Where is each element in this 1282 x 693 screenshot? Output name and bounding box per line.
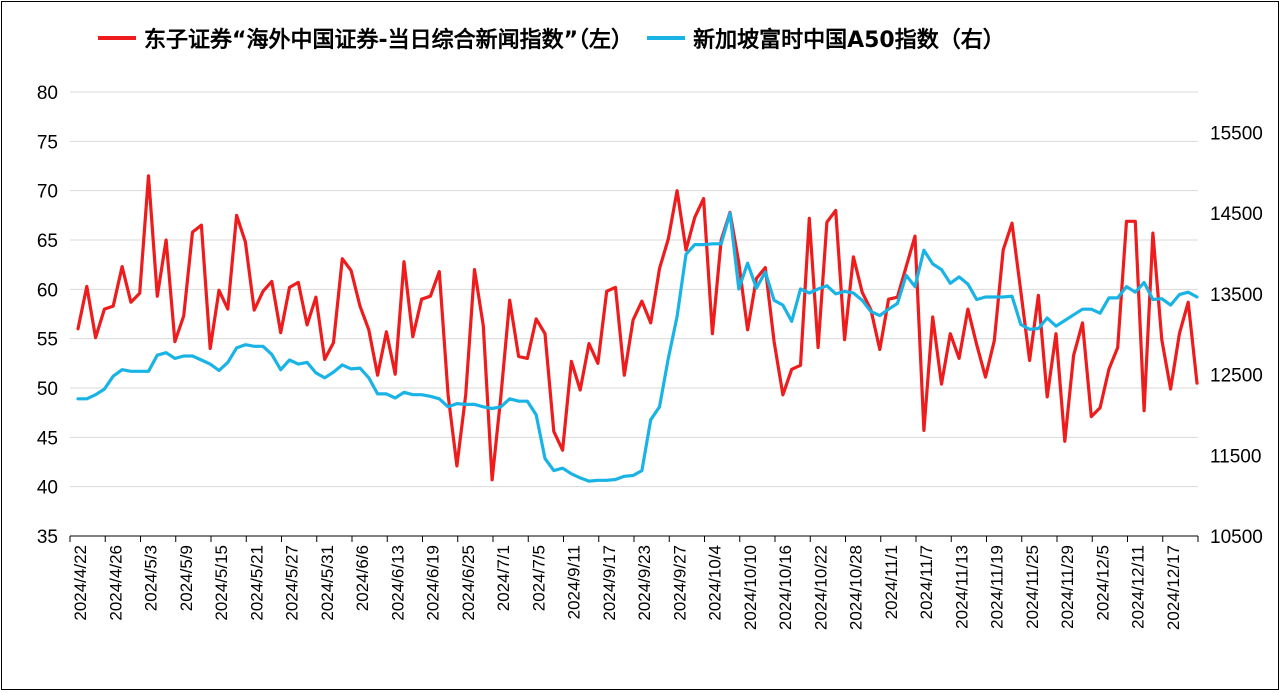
x-tick-label: 2024/5/3 (142, 545, 161, 611)
right-y-tick-label: 15500 (1210, 123, 1263, 144)
x-tick-label: 2024/9/27 (670, 545, 689, 621)
right-y-tick-label: 14500 (1210, 204, 1263, 225)
x-tick-label: 2024/5/21 (247, 545, 266, 621)
right-y-tick-label: 13500 (1210, 285, 1263, 306)
right-y-axis: 15500 14500 13500 12500 11500 10500 (1210, 123, 1263, 548)
left-y-tick-label: 80 (37, 83, 58, 104)
x-tick-label: 2024/7/1 (494, 545, 513, 611)
x-tick-label: 2024/11/13 (952, 545, 971, 629)
left-y-tick-label: 40 (37, 478, 58, 499)
legend-label-a50-index: 新加坡富时中国A50指数（右） (693, 28, 1005, 53)
legend-swatch-a50-index (647, 36, 686, 40)
legend-item-news-index: 东子证券“海外中国证券-当日综合新闻指数”（左） (98, 22, 633, 54)
x-tick-label: 2024/4/22 (71, 545, 90, 621)
x-tick-label: 2024/10/28 (847, 545, 866, 630)
left-y-tick-label: 70 (37, 182, 58, 203)
x-tick-label: 2024/6/19 (424, 545, 443, 621)
x-tick-label: 2024/12/17 (1164, 545, 1183, 630)
x-tick-label: 2024/5/27 (283, 545, 302, 621)
x-tick-label: 2024/5/31 (318, 545, 337, 621)
x-axis: 2024/4/22 2024/4/26 2024/5/3 2024/5/9 2024/5… (69, 535, 1199, 630)
x-tick-label: 2024/11/7 (917, 545, 936, 619)
x-tick-label: 2024/10/10 (741, 545, 760, 630)
series-line-a50-index (76, 211, 1199, 483)
x-tick-label: 2024/9/17 (600, 545, 619, 621)
legend-item-a50-index: 新加坡富时中国A50指数（右） (647, 22, 1005, 54)
x-tick-label: 2024/5/15 (212, 545, 231, 621)
x-tick-label: 2024/9/11 (565, 545, 584, 619)
legend: 东子证券“海外中国证券-当日综合新闻指数”（左） 新加坡富时中国A50指数（右） (98, 18, 1005, 58)
x-tick-label: 2024/11/29 (1058, 545, 1077, 629)
left-y-axis: 80 75 70 65 60 55 50 45 40 35 (37, 83, 58, 548)
x-tick-label: 2024/6/25 (459, 545, 478, 621)
x-tick-label: 2024/5/9 (177, 545, 196, 611)
left-y-tick-label: 50 (37, 379, 58, 400)
left-y-tick-label: 45 (37, 428, 58, 449)
x-tick-label: 2024/11/25 (1023, 545, 1042, 629)
x-tick-label: 2024/12/5 (1093, 545, 1112, 621)
right-y-tick-label: 10500 (1210, 527, 1263, 548)
series-lines (76, 174, 1199, 483)
x-tick-label: 2024/7/5 (529, 545, 548, 611)
series-line-news-index (76, 174, 1199, 482)
gridlines (70, 91, 1198, 488)
x-tick-label: 2024/11/1 (882, 545, 901, 619)
left-y-tick-label: 65 (37, 231, 58, 252)
x-tick-label: 2024/6/6 (353, 545, 372, 611)
legend-label-news-index: 东子证券“海外中国证券-当日综合新闻指数”（左） (144, 28, 634, 53)
x-tick-label: 2024/10/16 (776, 545, 795, 630)
x-tick-label: 2024/10/4 (706, 545, 725, 621)
x-tick-label: 2024/12/11 (1129, 545, 1148, 629)
left-y-tick-label: 35 (37, 527, 58, 548)
left-y-tick-label: 75 (37, 132, 58, 153)
right-y-tick-label: 12500 (1210, 366, 1263, 387)
x-tick-label: 2024/10/22 (811, 545, 830, 630)
x-tick-label: 2024/4/26 (106, 545, 125, 621)
x-tick-label: 2024/9/23 (635, 545, 654, 621)
left-y-tick-label: 60 (37, 280, 58, 301)
legend-swatch-news-index (98, 36, 136, 40)
left-y-tick-label: 55 (37, 330, 58, 351)
x-tick-label: 2024/6/13 (388, 545, 407, 621)
right-y-tick-label: 11500 (1210, 446, 1261, 467)
x-tick-label: 2024/11/19 (988, 545, 1007, 629)
